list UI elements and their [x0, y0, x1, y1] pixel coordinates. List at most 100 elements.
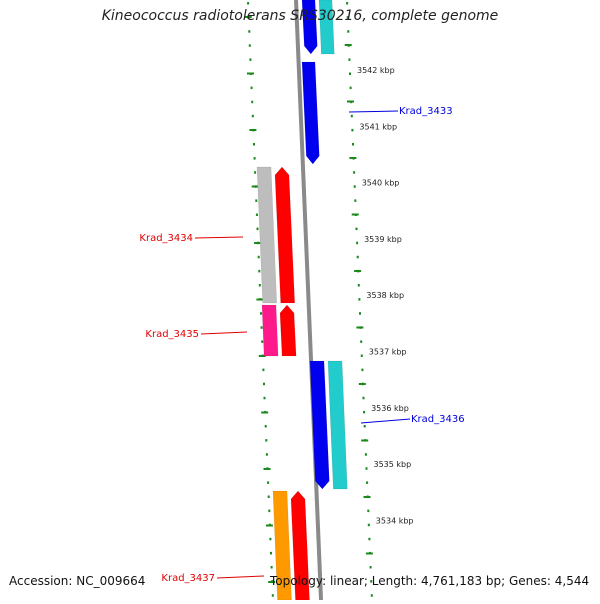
gene-krad-3434 [256, 166, 277, 304]
gene-label-leader [216, 575, 265, 579]
right-tick [346, 16, 349, 19]
right-tick [349, 72, 351, 75]
left-tick [253, 157, 256, 160]
right-tick [356, 255, 359, 259]
cds-krad-3436 [309, 360, 330, 490]
map-title: Kineococcus radiotolerans SRS30216, comp… [101, 8, 499, 24]
right-major-tick [358, 383, 366, 385]
left-tick [248, 30, 251, 33]
right-tick [349, 86, 352, 90]
right-tick [352, 143, 354, 146]
gene-krad-3436 [327, 360, 348, 490]
right-tick [353, 185, 356, 188]
left-major-tick [261, 411, 269, 414]
genome-summary-text: Topology: linear; Length: 4,761,183 bp; … [270, 574, 590, 588]
accession-text: Accession: NC_009664 [9, 574, 146, 588]
left-tick [251, 100, 254, 104]
cds-reverse-top [301, 0, 318, 55]
left-tick [258, 269, 261, 273]
scale-label: 3538 kbp [366, 291, 404, 300]
right-tick [348, 58, 351, 61]
left-tick [258, 284, 261, 287]
gene-label-leader [200, 331, 248, 335]
left-major-tick [268, 581, 276, 583]
left-tick [267, 481, 270, 484]
left-tick [265, 439, 268, 442]
left-tick [256, 227, 259, 231]
right-tick [369, 566, 372, 569]
left-major-tick [265, 524, 273, 527]
right-major-tick [356, 326, 364, 329]
scale-label: 3539 kbp [364, 235, 402, 244]
right-tick [353, 171, 356, 174]
right-tick [361, 368, 364, 372]
left-tick [270, 566, 273, 569]
right-tick [363, 425, 366, 428]
right-major-tick [344, 44, 352, 46]
gene-label: Krad_3436 [411, 414, 465, 425]
left-tick [269, 537, 272, 541]
right-tick [355, 227, 358, 231]
right-tick [351, 128, 354, 132]
scale-label: 3536 kbp [371, 404, 409, 413]
gene-krad-3435 [261, 304, 279, 357]
right-tick [366, 481, 369, 484]
left-tick [262, 368, 265, 372]
right-tick [367, 509, 370, 513]
left-major-tick [256, 298, 264, 301]
scale-label: 3542 kbp [357, 66, 395, 75]
right-tick [350, 114, 353, 118]
right-major-tick [351, 213, 359, 216]
left-tick [251, 114, 254, 118]
scale-label: 3541 kbp [359, 122, 397, 131]
left-tick [260, 312, 262, 315]
left-major-tick [254, 242, 262, 244]
cds-krad-3433 [301, 61, 320, 165]
left-tick [254, 171, 257, 174]
right-tick [370, 580, 373, 583]
right-tick [370, 594, 373, 597]
left-major-tick [258, 355, 266, 357]
scale-label: 3535 kbp [374, 460, 412, 469]
left-tick [265, 453, 268, 456]
gene-label-leader [348, 110, 399, 113]
left-major-tick [263, 468, 271, 470]
left-tick [263, 396, 266, 400]
left-tick [255, 213, 258, 216]
right-tick [364, 453, 367, 456]
left-tick [250, 86, 253, 90]
right-tick [368, 537, 371, 541]
left-major-tick [249, 129, 257, 131]
right-major-tick [354, 270, 362, 272]
left-major-tick [247, 72, 254, 75]
right-tick [365, 467, 368, 470]
right-tick [367, 523, 370, 527]
left-tick [271, 594, 274, 597]
right-tick [362, 396, 365, 400]
right-tick [357, 284, 360, 287]
left-tick [249, 58, 252, 61]
cds-krad-3435 [279, 304, 297, 357]
scale-label: 3534 kbp [376, 516, 414, 525]
left-tick [268, 509, 271, 513]
gene-label-leader [194, 236, 244, 239]
right-major-tick [365, 552, 373, 555]
right-tick [359, 312, 361, 315]
left-tick [255, 199, 258, 202]
right-major-tick [349, 157, 357, 159]
left-tick [260, 326, 263, 329]
gene-label: Krad_3434 [139, 233, 193, 244]
right-major-tick [347, 100, 354, 103]
left-tick [263, 382, 265, 386]
left-tick [267, 495, 270, 498]
left-tick [257, 255, 260, 259]
right-tick [360, 340, 363, 343]
right-major-tick [361, 439, 369, 442]
gene-cyan-top [318, 0, 335, 55]
cds-krad-3434 [274, 166, 295, 304]
right-tick [360, 354, 363, 357]
right-tick [358, 298, 361, 301]
gene-label: Krad_3433 [399, 106, 453, 117]
